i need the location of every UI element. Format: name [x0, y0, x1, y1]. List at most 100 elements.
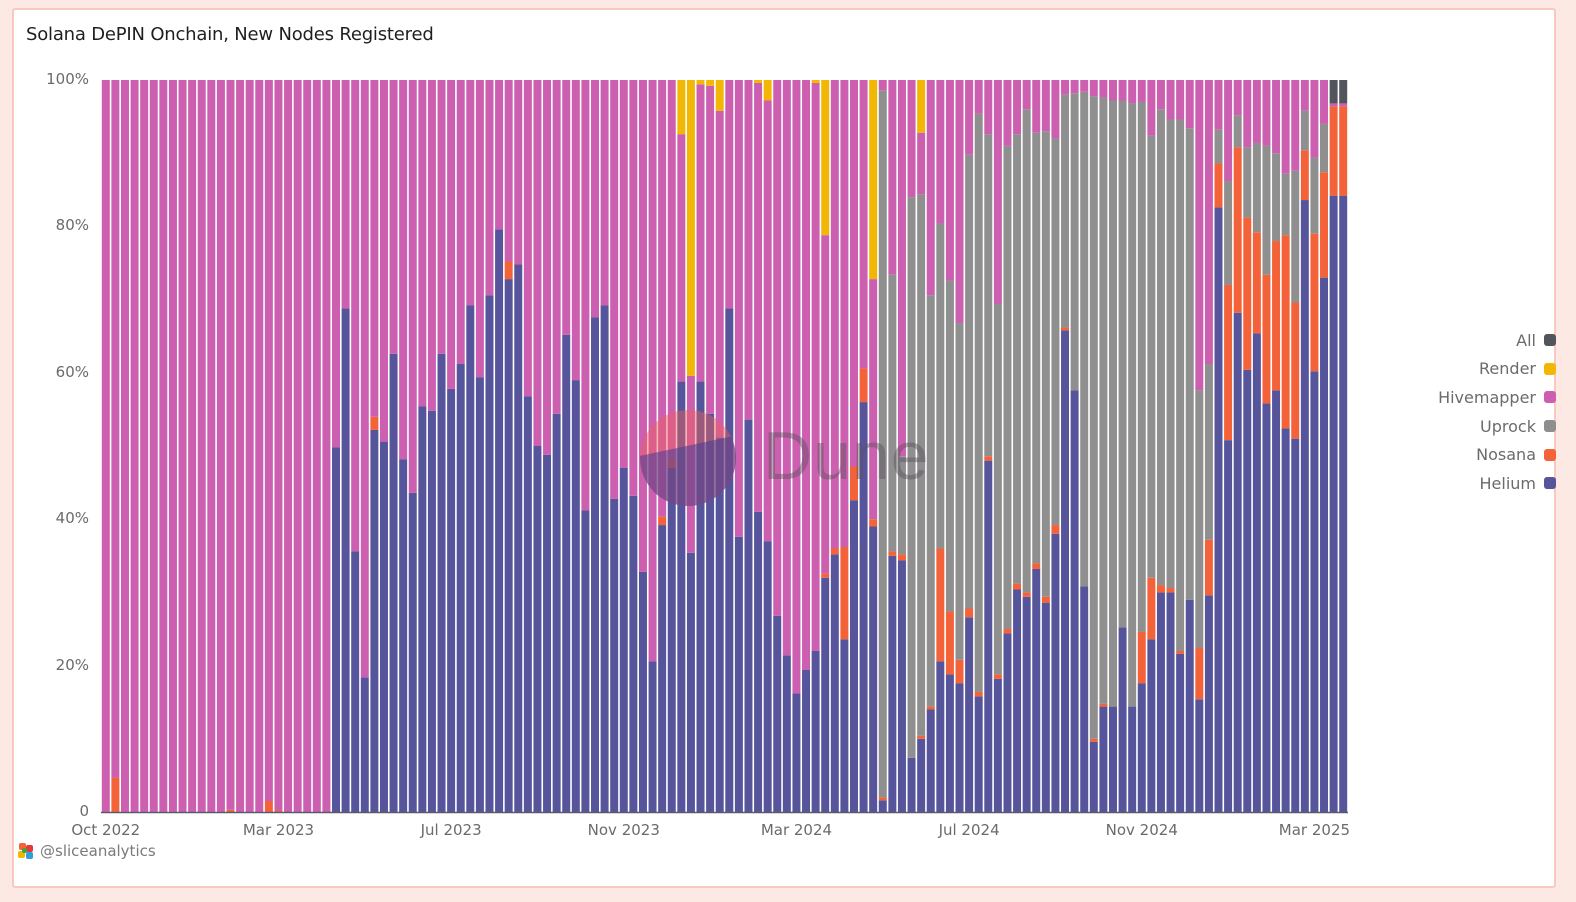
bar-segment-helium[interactable]	[1204, 595, 1213, 812]
bar-segment-hivemapper[interactable]	[1051, 80, 1060, 139]
bar-segment-helium[interactable]	[1185, 599, 1194, 812]
bar-segment-helium[interactable]	[1310, 371, 1319, 812]
bar-segment-uprock[interactable]	[1310, 157, 1319, 234]
bar-segment-render[interactable]	[811, 80, 820, 83]
bar-segment-nosana[interactable]	[1214, 163, 1223, 208]
bar-segment-render[interactable]	[696, 80, 705, 85]
bar-segment-hivemapper[interactable]	[360, 80, 369, 678]
bar-segment-helium[interactable]	[965, 617, 974, 812]
bar-segment-hivemapper[interactable]	[734, 80, 743, 537]
bar-segment-hivemapper[interactable]	[264, 80, 273, 802]
bar-segment-helium[interactable]	[552, 413, 561, 812]
bar-segment-hivemapper[interactable]	[514, 80, 523, 265]
bar-segment-helium[interactable]	[1339, 195, 1348, 812]
bar-segment-hivemapper[interactable]	[619, 80, 628, 468]
bar-segment-nosana[interactable]	[917, 735, 926, 739]
bar-segment-helium[interactable]	[725, 308, 734, 812]
bar-segment-hivemapper[interactable]	[907, 80, 916, 198]
bar-segment-hivemapper[interactable]	[1300, 80, 1309, 111]
bar-segment-nosana[interactable]	[1310, 233, 1319, 372]
bar-segment-nosana[interactable]	[850, 466, 858, 501]
bar-segment-hivemapper[interactable]	[754, 82, 763, 512]
bar-segment-helium[interactable]	[600, 305, 609, 812]
bar-segment-uprock[interactable]	[1061, 94, 1070, 328]
bar-segment-hivemapper[interactable]	[120, 80, 129, 812]
bar-segment-hivemapper[interactable]	[629, 80, 638, 496]
bar-segment-hivemapper[interactable]	[111, 80, 120, 778]
bar-segment-helium[interactable]	[581, 510, 590, 812]
bar-segment-helium[interactable]	[456, 364, 465, 812]
bar-segment-hivemapper[interactable]	[591, 80, 599, 318]
bar-segment-nosana[interactable]	[1204, 539, 1213, 596]
bar-segment-helium[interactable]	[1147, 639, 1156, 812]
bar-segment-helium[interactable]	[926, 709, 935, 812]
bar-segment-nosana[interactable]	[1099, 703, 1108, 707]
bar-segment-hivemapper[interactable]	[821, 235, 830, 574]
bar-segment-all[interactable]	[1339, 80, 1348, 104]
bar-segment-nosana[interactable]	[1339, 106, 1348, 196]
bar-segment-hivemapper[interactable]	[648, 80, 657, 662]
bar-segment-helium[interactable]	[897, 560, 906, 812]
bar-segment-helium[interactable]	[370, 429, 379, 812]
bar-segment-nosana[interactable]	[1166, 588, 1175, 593]
bar-segment-nosana[interactable]	[1281, 235, 1290, 429]
bar-segment-nosana[interactable]	[1051, 525, 1060, 534]
legend-item-hivemapper[interactable]: Hivemapper	[1356, 383, 1556, 412]
bar-segment-hivemapper[interactable]	[1243, 80, 1252, 148]
bar-segment-uprock[interactable]	[1080, 91, 1089, 587]
bar-segment-hivemapper[interactable]	[610, 80, 619, 499]
bar-segment-helium[interactable]	[1176, 653, 1185, 812]
bar-segment-nosana[interactable]	[965, 608, 974, 618]
bar-segment-nosana[interactable]	[840, 547, 849, 640]
bar-segment-helium[interactable]	[1233, 312, 1242, 812]
bar-segment-hivemapper[interactable]	[1070, 80, 1079, 94]
bar-segment-hivemapper[interactable]	[197, 80, 206, 812]
bar-segment-helium[interactable]	[878, 800, 887, 812]
bar-segment-hivemapper[interactable]	[984, 80, 993, 135]
bar-segment-uprock[interactable]	[1128, 103, 1137, 707]
bar-segment-hivemapper[interactable]	[495, 80, 504, 230]
bar-segment-hivemapper[interactable]	[1272, 80, 1281, 154]
bar-segment-uprock[interactable]	[936, 223, 945, 549]
bar-segment-nosana[interactable]	[1061, 327, 1070, 331]
bar-segment-nosana[interactable]	[226, 809, 235, 812]
bar-segment-helium[interactable]	[821, 577, 830, 812]
bar-segment-helium[interactable]	[782, 655, 791, 812]
bar-segment-uprock[interactable]	[1195, 390, 1204, 649]
bar-segment-nosana[interactable]	[974, 691, 983, 697]
bar-segment-nosana[interactable]	[1252, 232, 1261, 334]
bar-segment-helium[interactable]	[1041, 602, 1050, 812]
bar-segment-helium[interactable]	[648, 661, 657, 812]
bar-segment-nosana[interactable]	[945, 611, 954, 675]
bar-segment-helium[interactable]	[533, 446, 542, 812]
bar-segment-uprock[interactable]	[974, 113, 983, 692]
bar-segment-uprock[interactable]	[1204, 364, 1213, 540]
bar-segment-nosana[interactable]	[821, 573, 830, 578]
bar-segment-hivemapper[interactable]	[485, 80, 494, 296]
bar-segment-hivemapper[interactable]	[658, 80, 667, 517]
bar-segment-helium[interactable]	[830, 554, 839, 812]
bar-segment-nosana[interactable]	[1195, 648, 1204, 700]
bar-segment-hivemapper[interactable]	[1185, 80, 1194, 129]
bar-segment-uprock[interactable]	[1214, 129, 1223, 164]
bar-segment-hivemapper[interactable]	[696, 84, 705, 382]
bar-segment-helium[interactable]	[888, 555, 897, 812]
bar-segment-uprock[interactable]	[1041, 131, 1050, 597]
bar-segment-hivemapper[interactable]	[399, 80, 408, 460]
bar-segment-helium[interactable]	[591, 317, 599, 812]
bar-segment-helium[interactable]	[562, 334, 571, 812]
bar-segment-helium[interactable]	[571, 380, 580, 812]
bar-segment-helium[interactable]	[945, 674, 954, 812]
bar-segment-helium[interactable]	[1089, 741, 1098, 812]
bar-segment-render[interactable]	[917, 80, 926, 133]
bar-segment-hivemapper[interactable]	[159, 80, 168, 812]
bar-segment-nosana[interactable]	[1291, 302, 1300, 439]
bar-segment-helium[interactable]	[1080, 586, 1089, 812]
bar-segment-hivemapper[interactable]	[437, 80, 446, 354]
bar-segment-render[interactable]	[869, 80, 878, 280]
bar-segment-uprock[interactable]	[945, 280, 954, 612]
bar-segment-helium[interactable]	[734, 536, 743, 812]
bar-segment-nosana[interactable]	[1176, 650, 1185, 654]
bar-segment-hivemapper[interactable]	[543, 80, 552, 455]
bar-segment-helium[interactable]	[418, 406, 427, 812]
